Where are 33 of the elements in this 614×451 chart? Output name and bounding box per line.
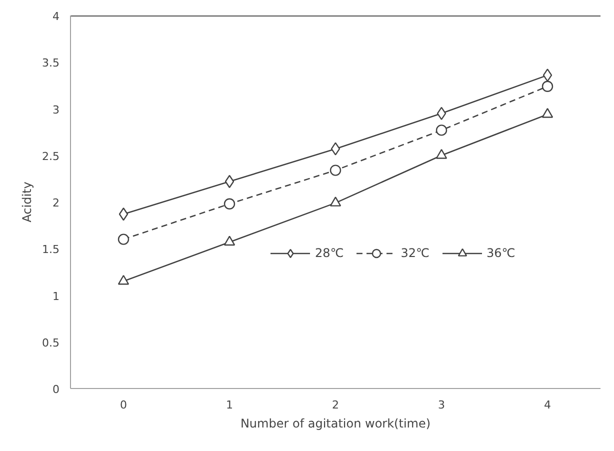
point — [542, 68, 552, 82]
point — [330, 196, 342, 206]
point — [330, 164, 342, 176]
point — [436, 149, 448, 159]
y-tick-label: 2 — [52, 196, 60, 210]
point — [436, 124, 448, 136]
x-tick-label: 3 — [438, 398, 445, 412]
y-tick-label: 3 — [52, 103, 60, 116]
legend-label: 32℃ — [400, 246, 430, 260]
point — [118, 234, 130, 245]
x-tick-label: 2 — [332, 398, 339, 412]
point — [436, 106, 446, 120]
point — [118, 274, 130, 285]
y-axis-title: Acidity — [20, 182, 34, 222]
x-tick-label: 1 — [226, 398, 233, 412]
x-axis-title: Number of agitation work(time) — [240, 416, 431, 430]
x-tick-label: 0 — [120, 398, 127, 412]
y-tick-label: 1.5 — [42, 243, 60, 256]
y-tick-label: 4 — [52, 10, 60, 23]
point — [224, 236, 236, 246]
point — [542, 80, 554, 92]
y-tick-label: 3.5 — [42, 56, 60, 70]
point — [118, 208, 128, 221]
point — [330, 142, 340, 156]
legend-label: 36℃ — [486, 246, 516, 260]
legend-label: 28℃ — [315, 246, 344, 260]
y-tick-label: 0 — [52, 383, 60, 396]
y-tick-label: 2.5 — [42, 150, 60, 163]
point — [224, 198, 236, 210]
y-tick-label: 0.5 — [42, 336, 60, 350]
y-tick-label: 1 — [52, 290, 60, 303]
x-tick-label: 4 — [544, 398, 551, 412]
point — [224, 174, 234, 188]
